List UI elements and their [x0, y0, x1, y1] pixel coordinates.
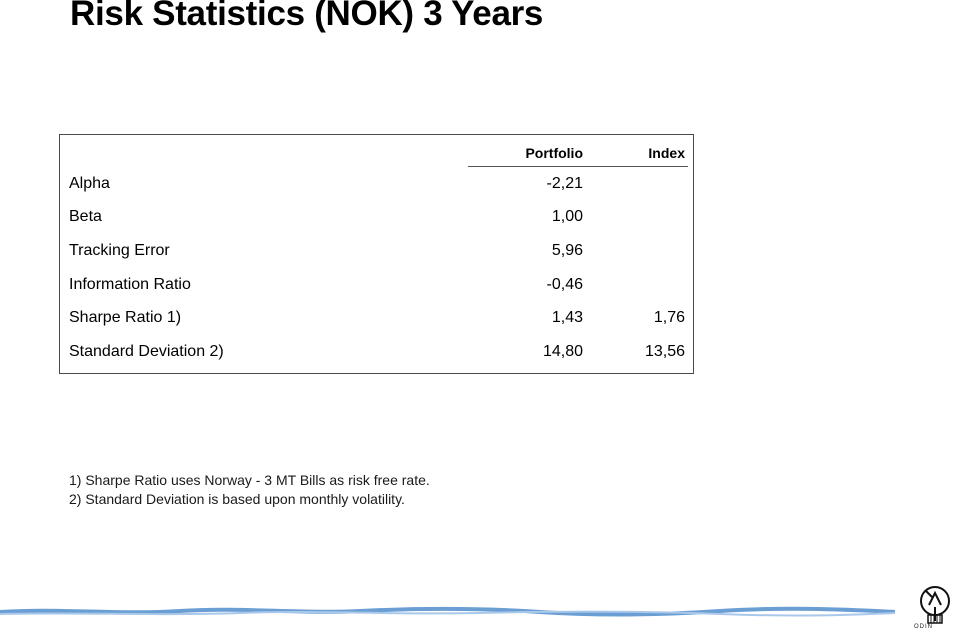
header-portfolio: Portfolio: [468, 140, 586, 167]
row-label: Standard Deviation 2): [69, 342, 224, 360]
row-label: Tracking Error: [69, 241, 170, 259]
risk-statistics-table: Portfolio Index Alpha -2,21 Beta 1,00 Tr…: [68, 140, 688, 369]
portfolio-value: -0,46: [546, 275, 583, 293]
portfolio-value: 1,43: [551, 309, 583, 327]
index-value: 13,56: [644, 342, 685, 360]
row-label: Alpha: [69, 174, 110, 192]
header-blank: [68, 140, 468, 167]
row-label: Information Ratio: [69, 275, 191, 293]
header-index: Index: [586, 140, 688, 167]
index-value: 1,76: [653, 309, 685, 327]
index-value: [586, 268, 688, 302]
portfolio-value: 5,96: [551, 241, 583, 259]
portfolio-value: 14,80: [542, 342, 583, 360]
index-value: [586, 167, 688, 201]
odin-logo-icon: [920, 586, 950, 624]
index-value: [586, 201, 688, 235]
portfolio-value: -2,21: [546, 174, 583, 192]
table-row: Beta 1,00: [68, 201, 688, 235]
table-row: Information Ratio -0,46: [68, 268, 688, 302]
footnote-sharpe: 1) Sharpe Ratio uses Norway - 3 MT Bills…: [69, 472, 430, 488]
table-row: Tracking Error 5,96: [68, 234, 688, 268]
footnotes: 1) Sharpe Ratio uses Norway - 3 MT Bills…: [69, 471, 430, 509]
index-value: [586, 234, 688, 268]
row-label: Sharpe Ratio 1): [69, 309, 182, 327]
table-row: Alpha -2,21: [68, 167, 688, 201]
stats-table-frame: [59, 134, 694, 374]
table-header-row: Portfolio Index: [68, 140, 688, 167]
page-title: Risk Statistics (NOK) 3 Years: [70, 0, 544, 33]
table-row: Standard Deviation 2) 14,80 13,56: [68, 335, 688, 369]
decorative-wave-line: [0, 606, 895, 617]
table-row: Sharpe Ratio 1) 1,43 1,76: [68, 301, 688, 335]
footnote-std-dev: 2) Standard Deviation is based upon mont…: [69, 491, 405, 507]
portfolio-value: 1,00: [551, 208, 583, 226]
logo-text: ODIN: [914, 624, 933, 630]
row-label: Beta: [69, 208, 102, 226]
